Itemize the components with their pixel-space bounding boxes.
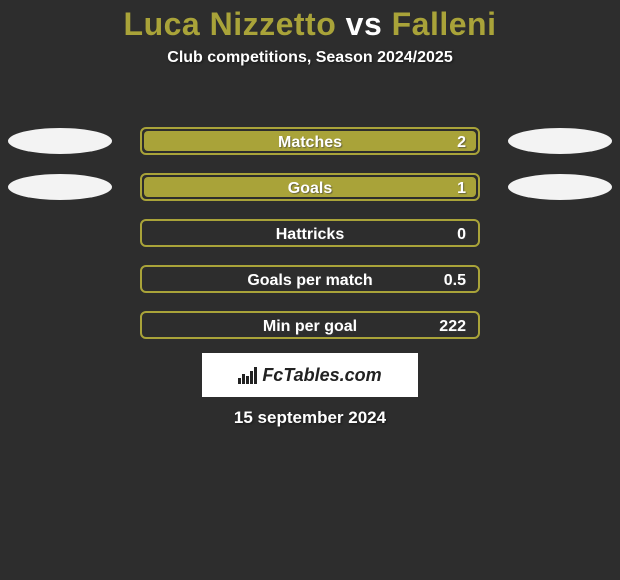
stat-row: Goals per match0.5 — [0, 256, 620, 302]
stats-area: Matches2Goals1Hattricks0Goals per match0… — [0, 118, 620, 348]
stat-value: 0.5 — [444, 267, 466, 291]
title-player2: Falleni — [392, 6, 497, 42]
stat-bar: Hattricks0 — [140, 219, 480, 247]
stat-row: Matches2 — [0, 118, 620, 164]
subtitle: Club competitions, Season 2024/2025 — [0, 43, 620, 67]
stat-row: Hattricks0 — [0, 210, 620, 256]
stat-label: Hattricks — [142, 221, 478, 245]
date-text: 15 september 2024 — [0, 408, 620, 428]
brand-box: FcTables.com — [202, 353, 418, 397]
brand-label: FcTables.com — [262, 365, 381, 386]
left-ellipse — [8, 174, 112, 200]
stat-label: Min per goal — [142, 313, 478, 337]
stat-bar: Goals1 — [140, 173, 480, 201]
brand-text: FcTables.com — [238, 365, 381, 386]
right-ellipse — [508, 174, 612, 200]
bars-icon — [238, 366, 258, 384]
stat-label: Goals per match — [142, 267, 478, 291]
left-ellipse — [8, 128, 112, 154]
stat-value: 1 — [457, 175, 466, 199]
page-title: Luca Nizzetto vs Falleni — [0, 0, 620, 43]
stat-bar: Goals per match0.5 — [140, 265, 480, 293]
stat-value: 0 — [457, 221, 466, 245]
comparison-card: Luca Nizzetto vs Falleni Club competitio… — [0, 0, 620, 580]
stat-label: Matches — [142, 129, 478, 153]
title-vs: vs — [346, 6, 383, 42]
stat-row: Goals1 — [0, 164, 620, 210]
stat-value: 2 — [457, 129, 466, 153]
stat-bar: Min per goal222 — [140, 311, 480, 339]
stat-value: 222 — [439, 313, 466, 337]
title-player1: Luca Nizzetto — [124, 6, 337, 42]
right-ellipse — [508, 128, 612, 154]
stat-label: Goals — [142, 175, 478, 199]
stat-row: Min per goal222 — [0, 302, 620, 348]
stat-bar: Matches2 — [140, 127, 480, 155]
